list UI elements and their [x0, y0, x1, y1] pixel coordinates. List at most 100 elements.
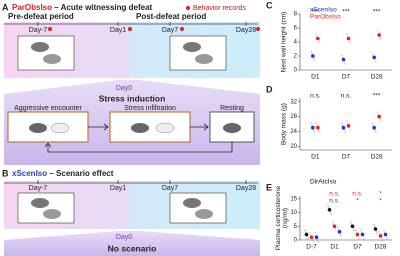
step-label: Stress infiltration — [124, 105, 176, 112]
day-label: Day7 — [162, 27, 178, 34]
y-tick-label: 15 — [290, 196, 297, 202]
spread-dot — [376, 232, 378, 235]
mouse — [131, 123, 149, 133]
spread-dot — [349, 42, 351, 44]
significance: *** — [373, 9, 381, 16]
y-tick-label: 20 — [290, 144, 297, 150]
y-axis-label: Body mass (g) — [281, 103, 288, 145]
spread-dot — [350, 220, 352, 223]
spread-dot — [374, 131, 377, 134]
panel-letter: D — [266, 84, 273, 94]
mouse — [50, 122, 70, 134]
y-tick-label: 0 — [294, 68, 298, 74]
spread-dot — [341, 122, 343, 125]
spread-dot — [346, 33, 348, 35]
x-tick-label: D1 — [330, 244, 339, 251]
y-tick-label: 24 — [290, 129, 297, 135]
spread-dot — [335, 229, 337, 232]
spread-dot — [344, 131, 346, 134]
cage — [169, 35, 227, 71]
spread-dot — [312, 240, 314, 243]
legend-text: Behavior records — [193, 5, 246, 12]
title-name: ParObsIso — [12, 3, 52, 12]
y-tick-label: 5 — [294, 224, 298, 230]
mouse — [31, 198, 49, 208]
mean-dot — [341, 57, 346, 62]
spread-dot — [313, 131, 316, 134]
mean-dot — [314, 235, 319, 240]
legend-entry: DirAtcIso — [310, 179, 337, 186]
record-dot — [180, 27, 184, 31]
spread-dot — [315, 122, 318, 125]
mouse — [183, 198, 201, 208]
title-name: xScenIso — [12, 169, 47, 178]
spread-dot — [373, 223, 375, 226]
spread-dot — [383, 229, 385, 232]
x-tick-label: D7 — [342, 74, 351, 81]
mean-dot — [316, 36, 320, 41]
legend-dot — [186, 6, 190, 10]
spread-dot — [307, 238, 309, 240]
step-label: Aggressive encounter — [14, 105, 82, 112]
legend-entry: xScenIso — [310, 7, 337, 14]
spread-dot — [386, 238, 388, 240]
y-tick-label: 2 — [294, 54, 298, 60]
x-tick-label: D1 — [311, 74, 320, 81]
x-tick-label: D28 — [371, 154, 383, 161]
mean-dot — [311, 125, 315, 130]
y-axis-label: Nest wall height (cm) — [281, 12, 288, 73]
mean-dot — [346, 36, 351, 41]
step-box — [7, 111, 89, 143]
y-tick-label: 28 — [290, 114, 297, 120]
significance: n.s. — [329, 198, 340, 205]
spread-dot — [371, 52, 374, 54]
y-tick-label: 6 — [294, 26, 298, 32]
record-dot — [128, 27, 132, 31]
spread-dot — [376, 111, 379, 114]
panel-title: ParObsIso – Acute witnessing defeat — [12, 3, 153, 12]
post-label: Post-defeat period — [136, 12, 206, 21]
spread-dot — [318, 42, 321, 44]
significance: n.s. — [352, 191, 363, 198]
spread-dot — [381, 239, 383, 242]
spread-dot — [327, 204, 329, 207]
day-label: Day28 — [236, 185, 256, 192]
title-rest: – Scenario effect — [47, 169, 114, 178]
x-tick-label: D1 — [311, 154, 320, 161]
step-label: Resting — [220, 105, 244, 112]
spread-dot — [355, 229, 357, 232]
panel-title: xScenIso – Scenario effect — [12, 169, 114, 178]
cage — [17, 35, 75, 71]
significance: * — [356, 198, 359, 205]
panel-letter: E — [266, 182, 272, 192]
mouse — [195, 54, 213, 64]
spread-dot — [318, 131, 321, 134]
spread-dot — [379, 38, 382, 41]
mean-dot — [341, 125, 346, 130]
spread-dot — [309, 231, 311, 234]
mean-dot — [309, 235, 314, 240]
mean-dot — [372, 125, 376, 130]
spread-dot — [341, 54, 343, 56]
spread-dot — [363, 238, 365, 240]
spread-dot — [371, 122, 374, 125]
mean-dot — [373, 227, 378, 231]
panel-letter: B — [2, 168, 9, 178]
y-tick-label: 32 — [290, 99, 297, 105]
step-box — [109, 111, 191, 143]
cage — [17, 192, 75, 224]
spread-dot — [315, 33, 318, 35]
x-tick-label: D7 — [353, 244, 362, 251]
day0-label: Day0 — [116, 85, 132, 92]
record-dot — [256, 27, 260, 31]
spread-dot — [353, 229, 355, 232]
flow-arrows — [44, 123, 233, 153]
mean-dot — [311, 54, 315, 58]
significance: * — [379, 191, 382, 198]
mouse — [155, 122, 175, 134]
mean-dot — [378, 234, 383, 238]
mean-dot — [355, 232, 360, 237]
record-dot — [48, 27, 52, 31]
y-axis-label: (ng/ml) — [282, 208, 289, 228]
